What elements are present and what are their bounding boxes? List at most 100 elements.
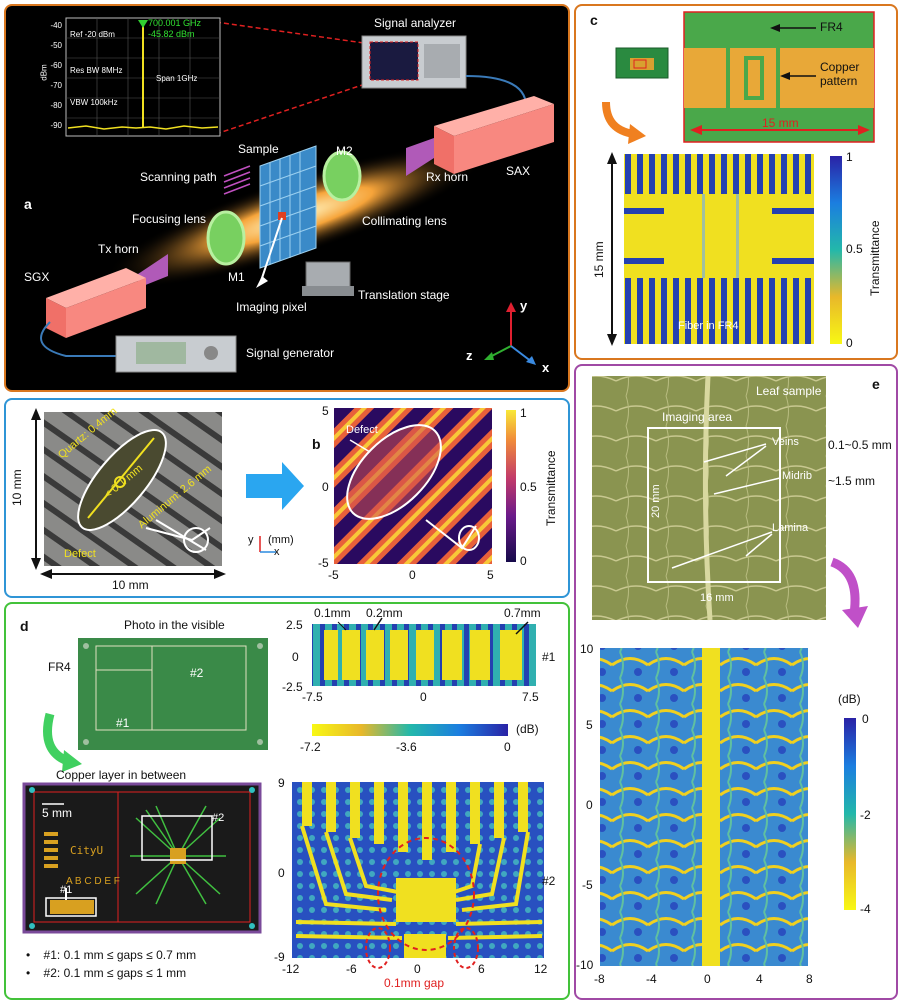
leaf-ytick: 5 (586, 718, 593, 732)
spectrum-ref: Ref -20 dBm (70, 30, 115, 39)
axes-legend-x: x (274, 546, 280, 558)
panel-b-graphics (31, 408, 516, 579)
label-translation-stage: Translation stage (358, 288, 450, 302)
copper-region-1: #1 (60, 884, 73, 896)
label-copper-pattern: Copper pattern (820, 60, 860, 88)
m2-lens-icon (322, 150, 362, 202)
photo-title: Photo in the visible (124, 618, 225, 632)
colorbar-c-tick: 1 (846, 150, 853, 164)
scale-15mm-c: 15 mm (762, 116, 799, 130)
map-xtick: -5 (328, 568, 339, 582)
colorbar-e (844, 718, 856, 910)
top-xtick: 0 (420, 690, 427, 704)
label-tx-horn: Tx horn (98, 242, 139, 256)
bottom-xtick: -12 (282, 962, 300, 976)
colorbar-d-tick: -7.2 (300, 740, 321, 754)
spectrum-yticks: -40 -50 -60 -70 -80 -90 (42, 16, 62, 136)
colorbar-e-tick: 0 (862, 712, 869, 726)
label-scanning-path: Scanning path (140, 170, 217, 184)
label-fr4-c: FR4 (820, 20, 843, 34)
label-m1: M1 (228, 270, 245, 284)
top-ytick: 2.5 (286, 618, 303, 632)
colorbar-c-tick: 0 (846, 336, 853, 350)
colorbar-b-label: Transmittance (544, 450, 558, 526)
top-xtick: -7.5 (302, 690, 323, 704)
midrib-size: ~1.5 mm (828, 474, 876, 488)
panel-a: a -40 -50 -60 -70 -80 -90 dBm 700.001 GH… (4, 4, 570, 392)
leaf-arrow-icon (830, 557, 860, 615)
colorbar-b-tick: 1 (520, 406, 527, 420)
signal-generator-icon (115, 335, 237, 373)
label-m2: M2 (336, 144, 353, 158)
leaf-size-h: 16 mm (700, 592, 734, 604)
sax-box (434, 96, 554, 174)
colorbar-b (506, 410, 516, 562)
cityu-text: CityU (70, 844, 104, 857)
label-collimating-lens: Collimating lens (362, 214, 447, 228)
panel-d-graphics (22, 617, 544, 969)
panel-e-label: e (872, 376, 880, 392)
imaging-area-label: Imaging area (662, 410, 733, 424)
note-2: #2: 0.1 mm ≤ gaps ≤ 1 mm (43, 966, 187, 980)
bottom-ytick: -9 (274, 950, 285, 964)
spectrum-ytick: -70 (50, 81, 62, 90)
panel-e: e Leaf sample Imaging area Veins 0.1~0.5… (574, 364, 898, 1000)
photo-size-v: 10 mm (10, 469, 24, 506)
scanning-path-icon (223, 165, 251, 195)
leaf-ytick: 0 (586, 798, 593, 812)
leaf-size-v: 20 mm (650, 484, 662, 518)
letters-text: A B C D E F (66, 876, 120, 887)
panel-d: d Photo in the visible FR4 #1 #2 Copper … (4, 602, 570, 1000)
midrib-label: Midrib (782, 470, 812, 482)
top-xtick: 7.5 (522, 690, 539, 704)
map-ytick: 0 (322, 480, 329, 494)
copper-title: Copper layer in between (56, 768, 187, 782)
gap-label: 0.7mm (504, 606, 541, 620)
colorbar-d-tick: -3.6 (396, 740, 417, 754)
top-map-tag: #1 (542, 650, 556, 664)
label-imaging-pixel: Imaging pixel (236, 300, 307, 314)
rx-horn-icon (406, 138, 434, 176)
label-defect-map: Defect (346, 424, 378, 436)
axes-legend-unit: (mm) (268, 534, 294, 546)
label-signal-analyzer: Signal analyzer (374, 16, 457, 30)
signal-analyzer-icon (361, 35, 467, 89)
label-sgx: SGX (24, 270, 50, 284)
bottom-ytick: 9 (278, 776, 285, 790)
gap-label: 0.1mm (314, 606, 351, 620)
leaf-xtick: 0 (704, 972, 711, 986)
setup-diagram (40, 17, 554, 373)
colorbar-e-tick: -4 (860, 902, 871, 916)
colorbar-b-tick: 0.5 (520, 480, 537, 494)
colorbar-c-tick: 0.5 (846, 242, 863, 256)
pcb-photo (78, 638, 268, 750)
spectrum-span: Span 1GHz (156, 74, 198, 83)
leaf-xtick: 4 (756, 972, 763, 986)
bottom-xtick: 12 (534, 962, 548, 976)
map-ytick: -5 (318, 556, 329, 570)
bottom-ytick: 0 (278, 866, 285, 880)
spectrum-ytick: -80 (50, 101, 62, 110)
panel-c-label: c (590, 12, 598, 28)
photo-size-h: 10 mm (112, 578, 149, 592)
panel-b-label: b (312, 436, 321, 452)
colorbar-e-tick: -2 (860, 808, 871, 822)
leaf-xtick: -4 (646, 972, 657, 986)
region-2-label: #2 (190, 666, 204, 680)
spectrum-freq: 700.001 GHz (148, 18, 202, 28)
scale-5mm: 5 mm (42, 806, 72, 820)
map-xtick: 0 (409, 568, 416, 582)
colorbar-d-unit: (dB) (516, 722, 539, 736)
colorbar-c (830, 156, 842, 344)
label-focusing-lens: Focusing lens (132, 212, 207, 226)
spectrum-power: -45.82 dBm (148, 29, 195, 39)
note-bullet-2: • #2: 0.1 mm ≤ gaps ≤ 1 mm (26, 966, 187, 980)
spectrum-vbw: VBW 100kHz (70, 98, 118, 107)
spectrum-ytick: -60 (50, 61, 62, 70)
process-arrow-icon (246, 462, 304, 510)
label-rx-horn: Rx horn (426, 170, 469, 184)
panel-c-graphics (602, 11, 875, 346)
sample-grid (259, 145, 317, 269)
panel-b: b Quartz: 0.4mm < 0.1 mm Aluminum: 2.6 m… (4, 398, 570, 598)
panel-c: c FR4 Copper pattern 15 mm 15 mm Fiber i… (574, 4, 898, 360)
